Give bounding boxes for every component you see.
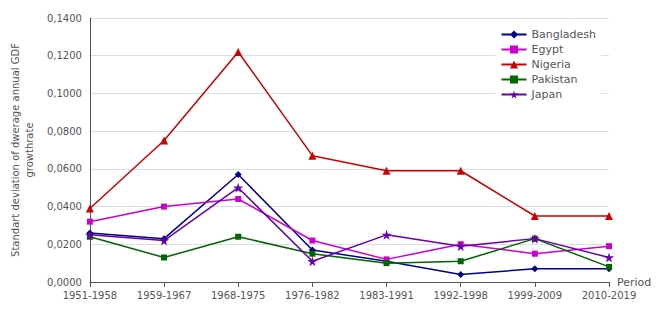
- svg-text:0,0000: 0,0000: [47, 277, 82, 288]
- svg-text:2010-2019: 2010-2019: [582, 290, 637, 301]
- svg-text:0,0800: 0,0800: [47, 126, 82, 137]
- svg-text:1968-1975: 1968-1975: [211, 290, 266, 301]
- svg-text:0,1400: 0,1400: [47, 13, 82, 24]
- svg-text:1992-1998: 1992-1998: [433, 290, 488, 301]
- svg-text:growthrate: growthrate: [24, 122, 35, 177]
- svg-text:1976-1982: 1976-1982: [285, 290, 340, 301]
- svg-text:0,0200: 0,0200: [47, 239, 82, 250]
- svg-text:Japan: Japan: [531, 88, 563, 101]
- svg-text:0,1000: 0,1000: [47, 88, 82, 99]
- svg-text:1951-1958: 1951-1958: [63, 290, 118, 301]
- svg-text:1983-1991: 1983-1991: [359, 290, 414, 301]
- svg-text:Pakistan: Pakistan: [532, 73, 578, 86]
- svg-text:0,0600: 0,0600: [47, 163, 82, 174]
- svg-text:Bangladesh: Bangladesh: [532, 28, 597, 41]
- svg-text:1999-2009: 1999-2009: [508, 290, 563, 301]
- svg-text:0,0400: 0,0400: [47, 201, 82, 212]
- svg-text:0,1200: 0,1200: [47, 50, 82, 61]
- svg-text:Period: Period: [617, 276, 651, 289]
- svg-text:Standart deviation of dwerage: Standart deviation of dwerage annual GDF: [10, 43, 21, 257]
- svg-text:Nigeria: Nigeria: [532, 58, 571, 71]
- svg-text:1959-1967: 1959-1967: [137, 290, 192, 301]
- svg-text:Egypt: Egypt: [532, 43, 564, 56]
